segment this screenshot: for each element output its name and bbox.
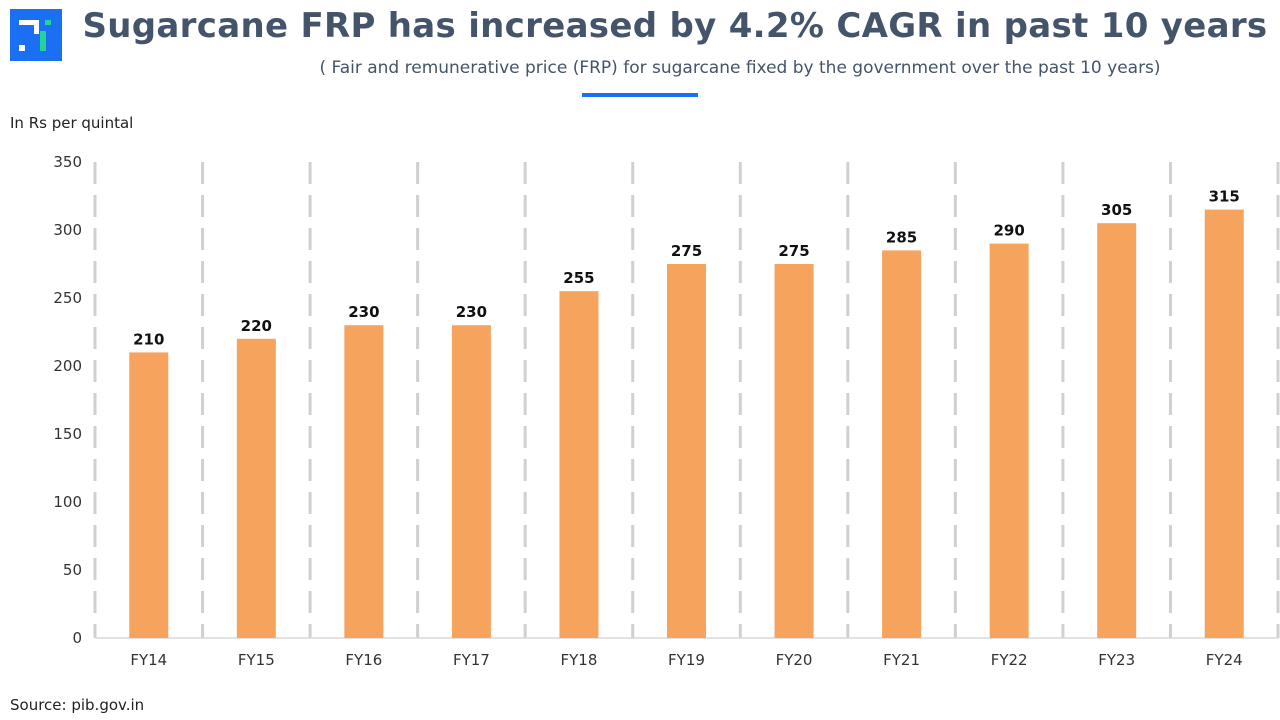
bar — [1097, 223, 1137, 638]
data-label: 315 — [1209, 188, 1240, 206]
logo-glyph — [19, 20, 51, 51]
y-tick-label: 300 — [53, 221, 82, 239]
y-tick-label: 100 — [53, 493, 82, 511]
bar — [774, 264, 814, 638]
x-tick-label: FY19 — [668, 651, 705, 669]
data-label: 305 — [1101, 201, 1132, 219]
page-subtitle: ( Fair and remunerative price (FRP) for … — [319, 58, 1161, 78]
bar — [989, 243, 1029, 638]
y-tick-label: 50 — [63, 561, 82, 579]
x-tick-label: FY14 — [130, 651, 167, 669]
y-tick-label: 250 — [53, 289, 82, 307]
data-label: 210 — [133, 330, 164, 348]
bar-chart: 0 50 100 150 200 250 300 350 210 FY14 220 FY15 230 FY… — [53, 153, 1280, 669]
x-tick-label: FY24 — [1206, 651, 1243, 669]
y-tick-label: 150 — [53, 425, 82, 443]
data-label: 255 — [563, 269, 594, 287]
x-tick-label: FY23 — [1098, 651, 1135, 669]
data-label: 275 — [778, 242, 809, 260]
bar — [882, 250, 922, 638]
x-tick-label: FY20 — [776, 651, 813, 669]
data-label: 220 — [241, 317, 272, 335]
bar — [129, 352, 169, 638]
x-tick-label: FY22 — [991, 651, 1028, 669]
y-axis-unit-label: In Rs per quintal — [10, 114, 134, 132]
title-underline — [582, 93, 698, 97]
bar — [1204, 209, 1244, 638]
source-note: Source: pib.gov.in — [10, 696, 145, 714]
bar — [667, 264, 706, 638]
bar — [559, 291, 599, 638]
data-label: 290 — [993, 222, 1024, 240]
y-tick-label: 200 — [53, 357, 82, 375]
data-label: 285 — [886, 228, 917, 246]
data-label: 230 — [456, 303, 487, 321]
y-tick-label: 0 — [72, 629, 82, 647]
brand-logo-icon — [10, 9, 62, 61]
data-label: 275 — [671, 242, 702, 260]
bar — [236, 338, 276, 638]
x-tick-label: FY17 — [453, 651, 490, 669]
x-tick-label: FY18 — [561, 651, 598, 669]
x-tick-label: FY15 — [238, 651, 275, 669]
x-tick-label: FY16 — [345, 651, 382, 669]
y-tick-label: 350 — [53, 153, 82, 171]
page-title: Sugarcane FRP has increased by 4.2% CAGR… — [82, 6, 1268, 46]
data-label: 230 — [348, 303, 379, 321]
x-tick-label: FY21 — [883, 651, 920, 669]
bar — [451, 325, 491, 638]
bar — [344, 325, 384, 638]
